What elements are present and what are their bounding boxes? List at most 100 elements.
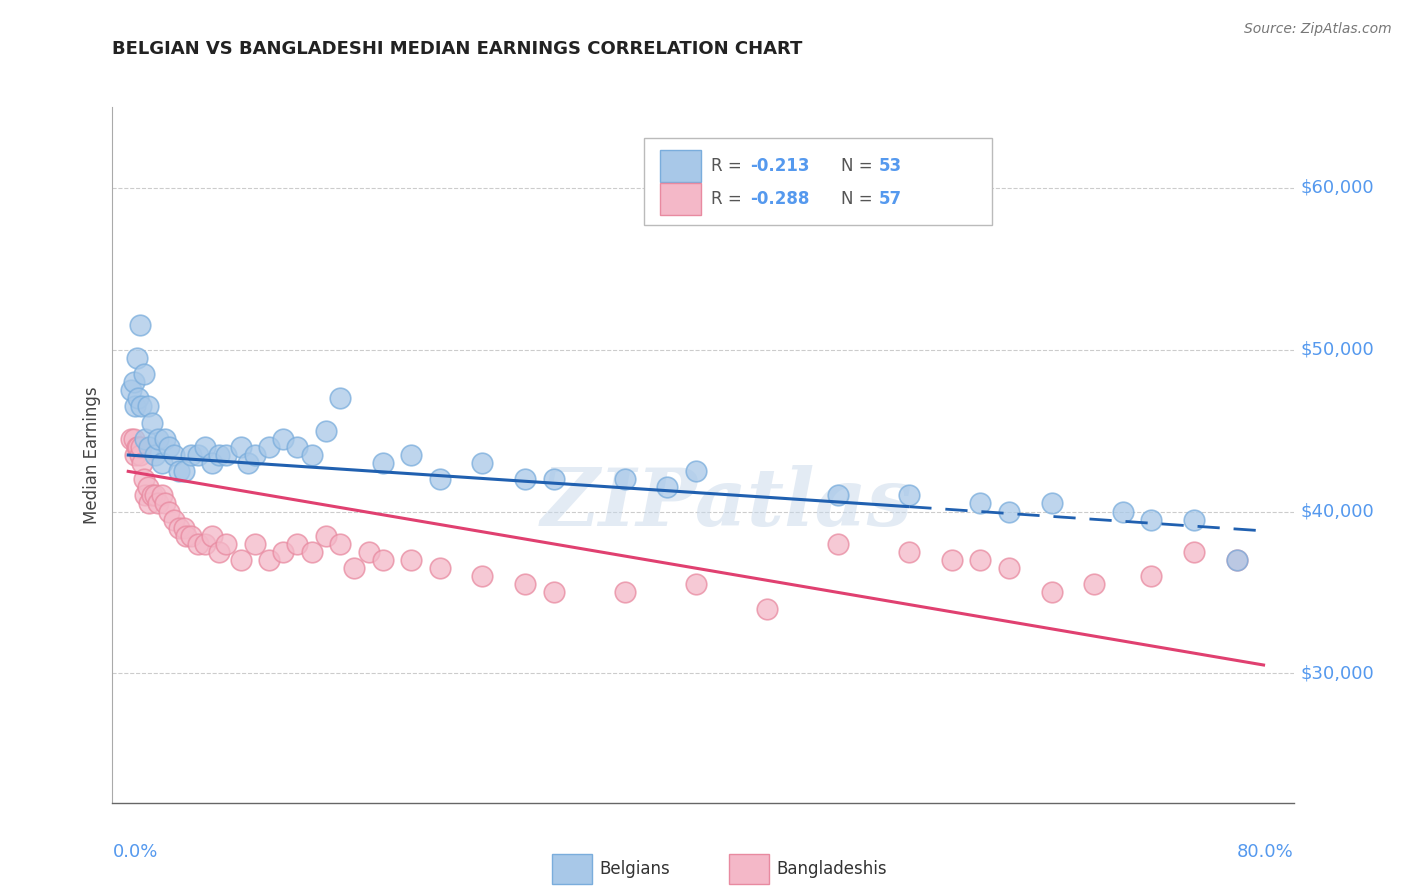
FancyBboxPatch shape: [661, 183, 700, 215]
Point: [827, 537, 849, 551]
Point: [329, 392, 352, 406]
Point: [998, 504, 1021, 518]
Point: [685, 577, 707, 591]
Point: [257, 553, 280, 567]
Point: [169, 464, 191, 478]
Point: [143, 448, 166, 462]
Point: [122, 375, 145, 389]
Point: [257, 440, 280, 454]
Point: [543, 585, 565, 599]
FancyBboxPatch shape: [551, 855, 592, 883]
Point: [271, 545, 294, 559]
Point: [357, 545, 380, 559]
Point: [157, 504, 180, 518]
Point: [243, 537, 266, 551]
Point: [287, 537, 309, 551]
Point: [136, 400, 159, 414]
Point: [229, 553, 252, 567]
Point: [315, 529, 337, 543]
Point: [176, 529, 198, 543]
Point: [127, 392, 149, 406]
Point: [122, 432, 145, 446]
Point: [128, 318, 150, 333]
Text: Bangladeshis: Bangladeshis: [776, 860, 887, 878]
Point: [1040, 585, 1063, 599]
FancyBboxPatch shape: [728, 855, 769, 883]
Point: [1140, 513, 1163, 527]
Point: [125, 440, 148, 454]
Text: 80.0%: 80.0%: [1237, 843, 1294, 861]
Point: [969, 496, 991, 510]
Point: [146, 432, 169, 446]
Text: -0.213: -0.213: [751, 157, 810, 175]
Point: [243, 448, 266, 462]
Point: [998, 561, 1021, 575]
Point: [201, 456, 224, 470]
Point: [1140, 569, 1163, 583]
Text: $60,000: $60,000: [1301, 179, 1374, 197]
Point: [201, 529, 224, 543]
Point: [146, 496, 169, 510]
Point: [685, 464, 707, 478]
Point: [141, 416, 163, 430]
Point: [163, 448, 186, 462]
Point: [471, 569, 494, 583]
Point: [180, 529, 202, 543]
Point: [1182, 545, 1205, 559]
Point: [898, 545, 921, 559]
Point: [329, 537, 352, 551]
Point: [657, 480, 679, 494]
Text: $50,000: $50,000: [1301, 341, 1374, 359]
Point: [756, 601, 779, 615]
Point: [131, 456, 153, 470]
Text: BELGIAN VS BANGLADESHI MEDIAN EARNINGS CORRELATION CHART: BELGIAN VS BANGLADESHI MEDIAN EARNINGS C…: [112, 40, 803, 58]
Point: [1040, 496, 1063, 510]
Point: [215, 448, 238, 462]
Point: [128, 448, 150, 462]
Point: [898, 488, 921, 502]
Point: [969, 553, 991, 567]
Point: [401, 448, 423, 462]
Text: 57: 57: [879, 190, 903, 208]
Point: [215, 537, 238, 551]
Point: [194, 440, 217, 454]
Point: [124, 400, 146, 414]
Point: [136, 480, 159, 494]
Text: R =: R =: [711, 190, 747, 208]
Text: Belgians: Belgians: [599, 860, 669, 878]
Point: [543, 472, 565, 486]
Text: $40,000: $40,000: [1301, 502, 1374, 521]
Point: [138, 496, 160, 510]
Point: [827, 488, 849, 502]
Point: [132, 367, 155, 381]
Point: [180, 448, 202, 462]
Point: [153, 496, 176, 510]
Point: [429, 472, 451, 486]
Point: [187, 537, 209, 551]
Text: N =: N =: [841, 190, 879, 208]
Point: [236, 456, 259, 470]
Y-axis label: Median Earnings: Median Earnings: [83, 386, 101, 524]
Point: [1226, 553, 1249, 567]
Point: [301, 448, 323, 462]
Point: [138, 440, 160, 454]
Point: [471, 456, 494, 470]
Point: [613, 472, 636, 486]
Point: [124, 448, 146, 462]
Point: [129, 440, 152, 454]
Text: N =: N =: [841, 157, 879, 175]
Point: [208, 545, 231, 559]
Point: [153, 432, 176, 446]
Text: ZIPatlas: ZIPatlas: [540, 465, 912, 542]
Point: [513, 472, 536, 486]
Point: [271, 432, 294, 446]
Text: 0.0%: 0.0%: [112, 843, 157, 861]
Point: [287, 440, 309, 454]
Point: [513, 577, 536, 591]
Point: [120, 383, 142, 397]
Point: [127, 440, 149, 454]
Point: [229, 440, 252, 454]
Point: [1182, 513, 1205, 527]
Point: [157, 440, 180, 454]
Point: [187, 448, 209, 462]
